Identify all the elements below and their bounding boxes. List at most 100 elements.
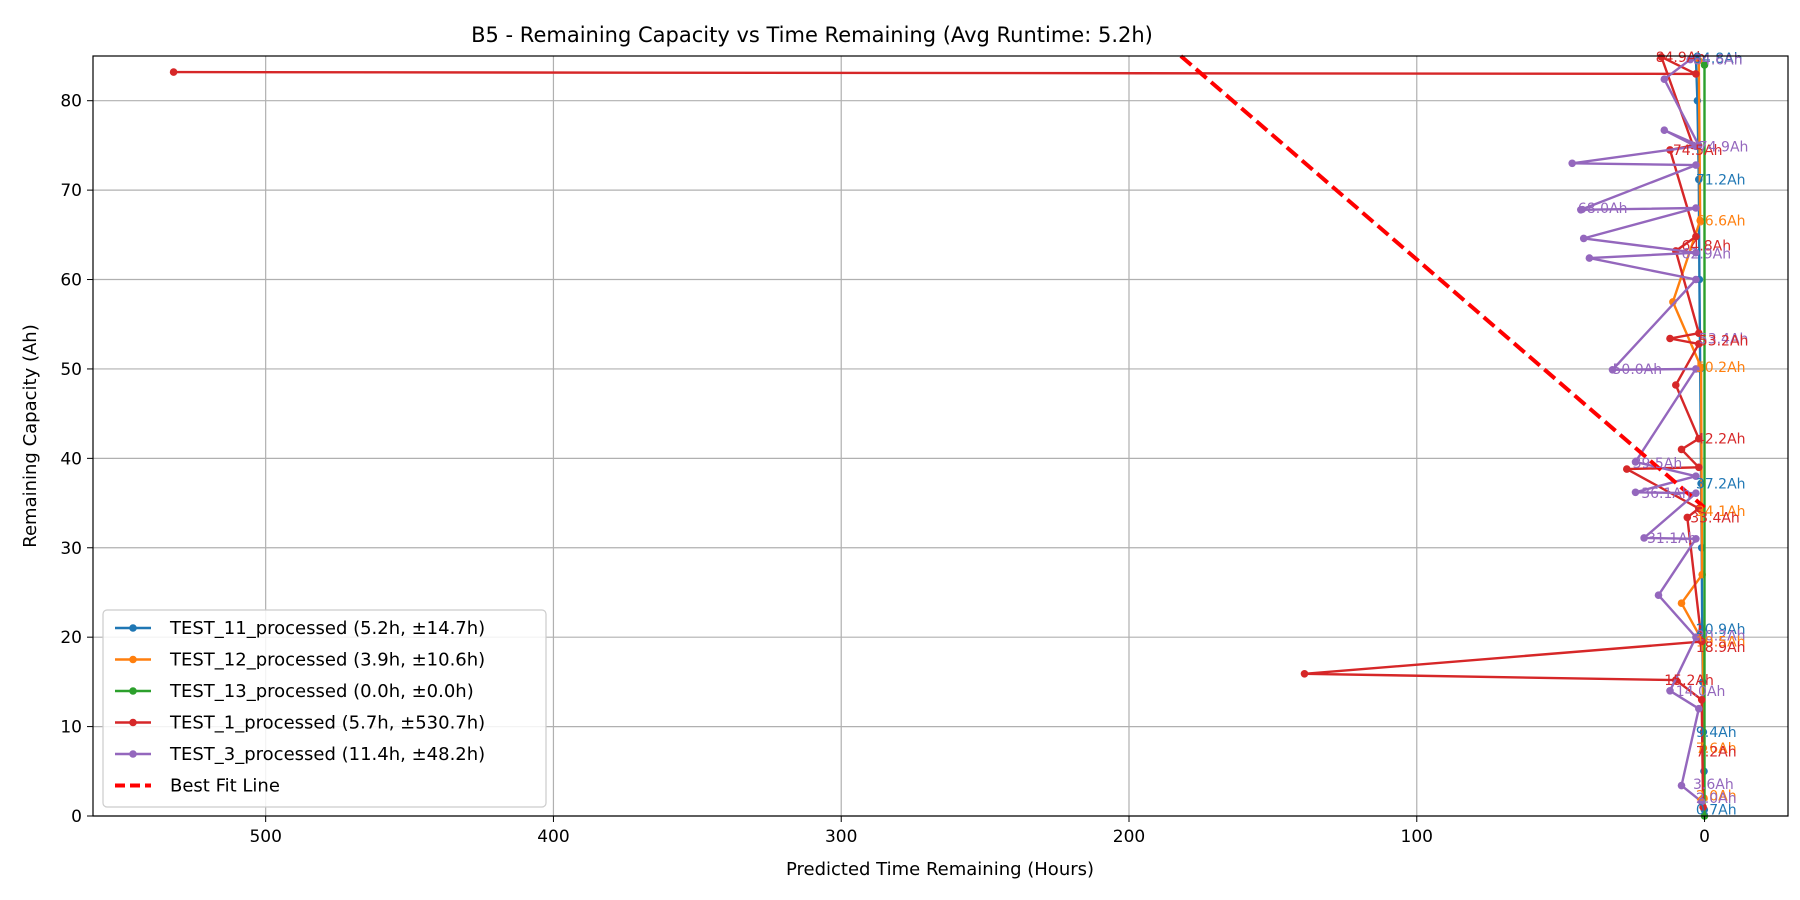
data-label: 18.9Ah <box>1696 640 1746 656</box>
best-fit-line <box>1179 54 1706 510</box>
series-point-4 <box>1660 75 1669 83</box>
data-label: 3.6Ah <box>1693 777 1734 793</box>
y-tick-label: 0 <box>71 807 82 827</box>
data-label: 84.9Ah <box>1656 50 1706 66</box>
series-line-1 <box>1671 60 1706 799</box>
data-label: 36.1Ah <box>1641 486 1691 502</box>
y-tick-label: 10 <box>60 718 82 738</box>
x-tick-label: 500 <box>249 827 281 847</box>
plot-frame <box>92 55 1789 817</box>
chart-title: B5 - Remaining Capacity vs Time Remainin… <box>471 23 1153 47</box>
series-point-3 <box>1666 334 1674 343</box>
series-point-4 <box>1695 704 1703 713</box>
x-tick-label: 300 <box>825 827 857 847</box>
legend-label: TEST_3_processed (11.4h, ±48.2h) <box>169 744 485 765</box>
series-point-4 <box>1692 489 1700 498</box>
data-label: 53.2Ah <box>1699 333 1749 349</box>
y-tick-label: 20 <box>60 628 82 648</box>
data-label: 19.5Ah <box>1696 635 1746 651</box>
y-axis-label: Remaining Capacity (Ah) <box>20 324 41 547</box>
y-tick-label: 60 <box>60 271 82 291</box>
data-label: 2.0Ah <box>1696 791 1737 807</box>
series-point-4 <box>1631 488 1640 497</box>
series-point-1 <box>1677 599 1686 607</box>
legend-marker <box>129 750 137 758</box>
y-tick-label: 80 <box>60 92 82 112</box>
series-point-4 <box>1568 159 1576 168</box>
series-point-2 <box>1700 61 1709 69</box>
series-point-4 <box>1692 248 1700 257</box>
data-label: 2.0Ah <box>1696 788 1737 804</box>
series-point-3 <box>1697 696 1706 704</box>
series-point-4 <box>1692 275 1700 284</box>
data-label: 7.6Ah <box>1696 741 1737 757</box>
data-label: 74.5Ah <box>1673 143 1723 159</box>
series-point-4 <box>1692 161 1700 169</box>
y-tick-label: 40 <box>60 449 82 469</box>
y-tick-label: 70 <box>60 181 82 201</box>
data-label: 31.1Ah <box>1647 531 1697 547</box>
x-tick-label: 0 <box>1699 827 1710 847</box>
series-point-3 <box>1672 381 1680 389</box>
series-point-3 <box>1683 513 1692 522</box>
data-label: 20.9Ah <box>1696 622 1746 638</box>
series-layer <box>169 53 1709 820</box>
data-label: 53.4Ah <box>1699 332 1749 348</box>
series-point-3 <box>1677 445 1686 454</box>
series-point-4 <box>1608 366 1617 374</box>
tick-layer: 500 400 300 200 100 0 0 10 20 30 40 50 60 70 80 <box>60 92 1710 847</box>
x-tick-label: 200 <box>1113 827 1145 847</box>
series-point-4 <box>1654 591 1663 599</box>
series-point-4 <box>1692 535 1700 543</box>
series-point-4 <box>1692 142 1700 151</box>
legend-label: TEST_12_processed (3.9h, ±10.6h) <box>169 650 485 671</box>
data-label: 42.2Ah <box>1696 432 1746 448</box>
series-point-3 <box>1692 70 1700 78</box>
data-label: 71.2Ah <box>1696 172 1746 188</box>
legend-label: TEST_13_processed (0.0h, ±0.0h) <box>169 681 474 702</box>
data-label: 66.6Ah <box>1696 214 1746 230</box>
series-point-1 <box>1695 56 1703 65</box>
series-point-4 <box>1631 458 1640 466</box>
data-label: 20.2Ah <box>1696 628 1746 644</box>
series-point-4 <box>1660 126 1669 134</box>
data-label: 14.0Ah <box>1676 684 1726 700</box>
series-point-3 <box>1692 232 1700 241</box>
series-point-1 <box>1696 216 1704 225</box>
series-point-4 <box>1666 687 1674 695</box>
series-point-4 <box>1686 55 1694 64</box>
legend-marker <box>129 624 137 632</box>
series-point-4 <box>1697 797 1706 806</box>
data-label: 0.7Ah <box>1696 803 1737 819</box>
series-point-3 <box>1695 463 1703 472</box>
legend-label: TEST_11_processed (5.2h, ±14.7h) <box>169 618 485 639</box>
data-label: 33.4Ah <box>1690 510 1740 526</box>
series-point-4 <box>1692 204 1700 212</box>
data-label: 34.1Ah <box>1696 504 1746 520</box>
legend: TEST_11_processed (5.2h, ±14.7h) TEST_12_… <box>102 609 547 808</box>
data-label: 50.0Ah <box>1613 362 1663 378</box>
series-point-3 <box>1623 465 1631 473</box>
legend-label: TEST_1_processed (5.7h, ±530.7h) <box>169 713 485 734</box>
series-point-4 <box>1692 365 1700 373</box>
series-point-4 <box>1640 534 1648 542</box>
data-label: 15.2Ah <box>1664 673 1714 689</box>
data-label: 84.8Ah <box>1693 51 1743 67</box>
series-point-4 <box>1579 234 1588 243</box>
series-point-3 <box>1695 434 1703 443</box>
x-tick-label: 100 <box>1401 827 1433 847</box>
x-axis-label: Predicted Time Remaining (Hours) <box>786 859 1094 880</box>
legend-box <box>102 609 547 808</box>
legend-marker <box>129 687 137 695</box>
series-point-4 <box>1585 254 1594 262</box>
data-label: 37.2Ah <box>1696 476 1746 492</box>
data-label: 50.2Ah <box>1696 360 1746 376</box>
data-label: 74.9Ah <box>1699 139 1749 155</box>
y-tick-label: 50 <box>60 360 82 380</box>
data-label: 64.8Ah <box>1682 239 1732 255</box>
data-label: 9.4Ah <box>1696 725 1737 741</box>
data-label: 84.6Ah <box>1693 53 1743 69</box>
